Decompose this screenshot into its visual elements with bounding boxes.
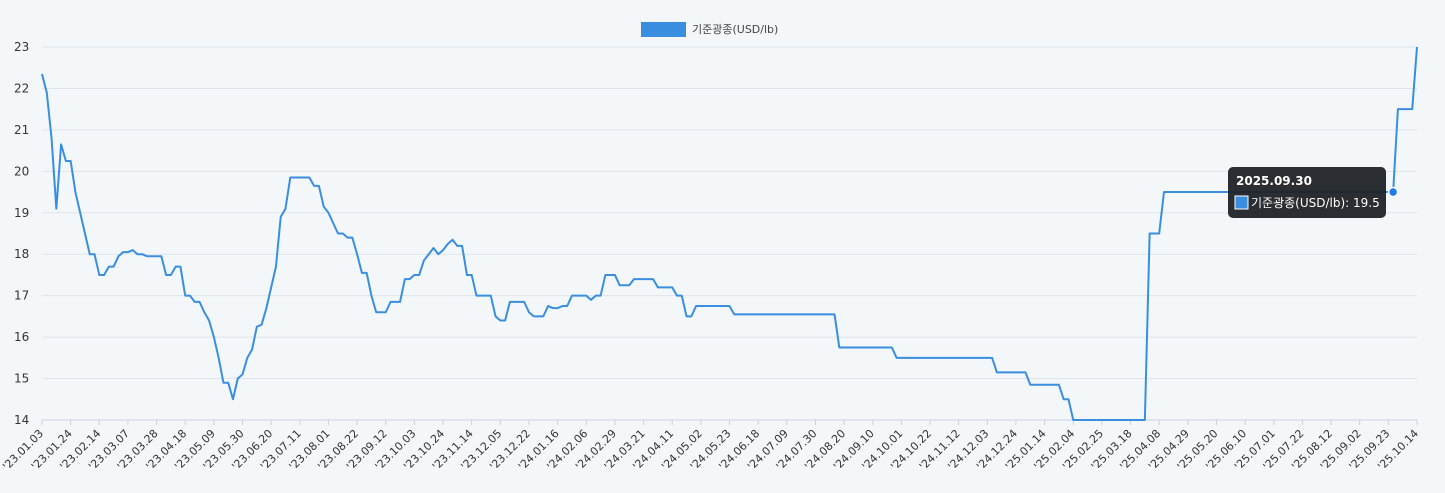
series-line[interactable] [41,46,1418,421]
legend[interactable]: 기준광종(USD/lb) [641,22,778,37]
y-tick-label: 19 [14,206,29,220]
y-tick-label: 14 [14,413,29,427]
x-axis: '23.01.03'23.01.24'23.02.14'23.03.07'23.… [0,419,1421,473]
y-tick-label: 22 [14,81,29,95]
tooltip-label: 기준광종(USD/lb): 19.5 [1251,196,1380,210]
y-tick-label: 15 [14,372,29,386]
grid-lines [42,46,1417,380]
tooltip-box [1228,167,1386,218]
y-tick-label: 17 [14,289,29,303]
y-tick-label: 18 [14,247,29,261]
tooltip: 2025.09.30 기준광종(USD/lb): 19.5 [1228,167,1386,218]
legend-label[interactable]: 기준광종(USD/lb) [692,23,778,36]
legend-swatch[interactable] [641,22,686,37]
y-tick-label: 21 [14,123,29,137]
tooltip-swatch [1234,195,1249,210]
tooltip-title: 2025.09.30 [1236,174,1312,188]
y-tick-label: 20 [14,164,29,178]
series-line-group[interactable] [41,46,1418,421]
highlighted-data-point[interactable] [1387,186,1399,198]
y-tick-label: 16 [14,330,29,344]
y-axis: 14 15 16 17 18 19 20 21 22 23 [14,40,29,427]
y-tick-label: 23 [14,40,29,54]
